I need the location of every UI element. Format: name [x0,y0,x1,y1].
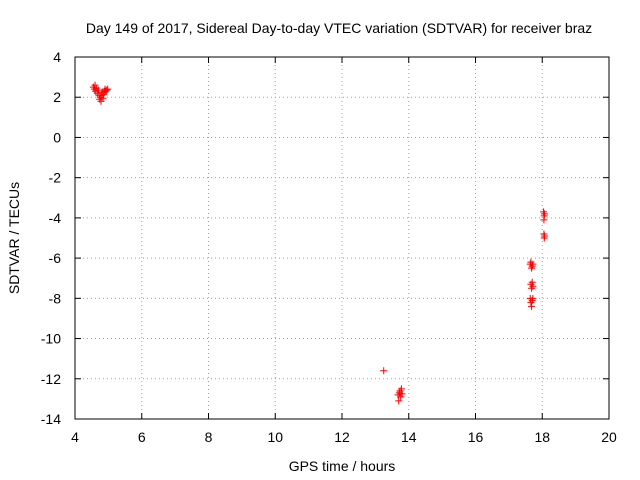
x-tick-label: 16 [468,429,484,445]
data-point [397,385,405,393]
y-tick-label: 0 [53,129,61,145]
y-tick-label: -4 [49,210,62,226]
x-tick-label: 14 [401,429,417,445]
y-tick-label: -12 [41,371,61,387]
data-point [380,367,388,375]
x-tick-label: 18 [534,429,550,445]
data-point [397,393,405,401]
y-tick-labels: 4 2 0 -2 -4 -6 -8 -10 -12 -14 [41,49,61,427]
data-point [91,81,99,89]
data-point [528,278,536,286]
data-point [94,86,102,94]
x-tick-labels: 4 6 8 10 12 14 16 18 20 [71,429,617,445]
data-point [395,397,403,405]
y-tick-label: -14 [41,411,61,427]
x-tick-label: 6 [138,429,146,445]
data-point [529,260,537,268]
y-tick-label: -10 [41,331,61,347]
data-point [398,390,406,398]
data-point [541,210,549,218]
y-tick-label: 4 [53,49,61,65]
y-tick-label: -6 [49,250,62,266]
y-tick-label: 2 [53,89,61,105]
y-tick-label: -8 [49,290,62,306]
data-point [529,282,537,290]
y-tick-label: -2 [49,170,62,186]
data-point [103,86,111,94]
x-tick-label: 10 [267,429,283,445]
tick-marks [74,56,610,420]
data-point [529,294,537,302]
data-point [541,232,549,240]
x-tick-label: 12 [334,429,350,445]
x-tick-label: 20 [601,429,617,445]
grid [75,57,609,419]
data-point [540,216,548,224]
data-point [99,94,107,102]
x-tick-label: 8 [205,429,213,445]
x-axis-label: GPS time / hours [289,458,396,474]
y-axis-label: SDTVAR / TECUs [6,182,22,294]
data-points [89,81,549,405]
x-tick-label: 4 [71,429,79,445]
chart-title: Day 149 of 2017, Sidereal Day-to-day VTE… [86,20,592,36]
data-point [104,85,112,93]
data-point [528,302,536,310]
